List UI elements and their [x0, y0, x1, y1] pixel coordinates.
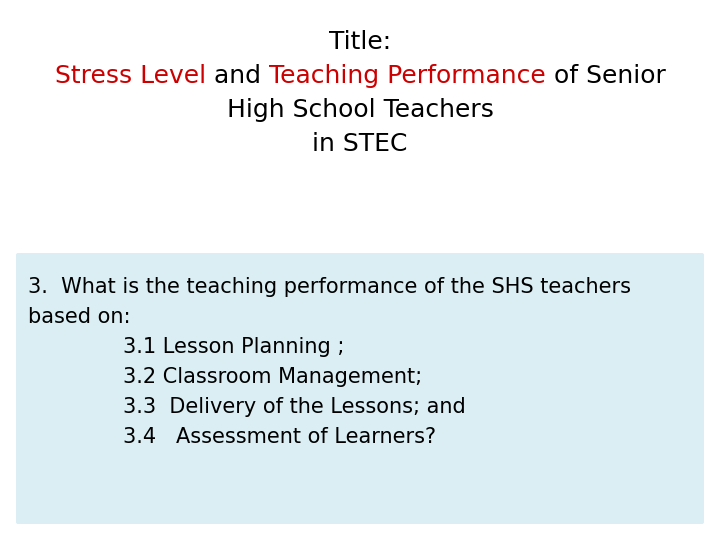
Text: in STEC: in STEC [312, 132, 408, 156]
Text: 3.2 Classroom Management;: 3.2 Classroom Management; [123, 367, 422, 387]
Text: based on:: based on: [28, 307, 130, 327]
Text: Title:: Title: [329, 30, 391, 54]
Text: Stress Level: Stress Level [55, 64, 206, 88]
Text: 3.1 Lesson Planning ;: 3.1 Lesson Planning ; [123, 337, 344, 357]
Text: High School Teachers: High School Teachers [227, 98, 493, 122]
Text: 3.  What is the teaching performance of the SHS teachers: 3. What is the teaching performance of t… [28, 277, 631, 297]
Text: of Senior: of Senior [546, 64, 665, 88]
Text: Teaching Performance: Teaching Performance [269, 64, 546, 88]
Text: 3.4   Assessment of Learners?: 3.4 Assessment of Learners? [123, 427, 436, 447]
FancyBboxPatch shape [16, 253, 704, 524]
Text: 3.3  Delivery of the Lessons; and: 3.3 Delivery of the Lessons; and [123, 397, 466, 417]
Text: and: and [206, 64, 269, 88]
